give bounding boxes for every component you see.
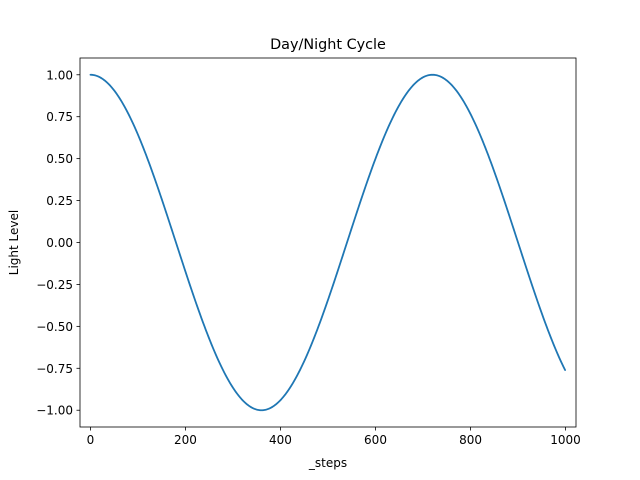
- y-tick-label: 0.75: [46, 110, 73, 124]
- y-axis: −1.00 −0.75 −0.50 −0.25 0.00 0.25 0.50 0.75 1.00: [36, 68, 80, 418]
- series-layer: [89, 73, 566, 412]
- x-tick-label: 1000: [550, 433, 581, 447]
- x-tick-label: 0: [87, 433, 95, 447]
- plot-area: [80, 58, 576, 427]
- chart-title: Day/Night Cycle: [270, 37, 386, 53]
- series-line: [89, 73, 566, 412]
- y-tick-label: 0.50: [46, 152, 73, 166]
- y-tick-label: −1.00: [36, 404, 73, 418]
- y-tick-label: 0.00: [46, 236, 73, 250]
- y-axis-label: Light Level: [7, 210, 21, 275]
- y-tick-label: 0.25: [46, 194, 73, 208]
- x-tick-label: 400: [269, 433, 292, 447]
- x-tick-label: 800: [459, 433, 482, 447]
- y-tick-label: −0.25: [36, 278, 73, 292]
- x-axis: 0 200 400 600 800 1000: [87, 427, 581, 447]
- x-tick-label: 600: [364, 433, 387, 447]
- x-axis-label: _steps: [308, 456, 347, 470]
- y-tick-label: −0.75: [36, 362, 73, 376]
- y-tick-label: 1.00: [46, 68, 73, 82]
- y-tick-label: −0.50: [36, 320, 73, 334]
- x-tick-label: 200: [174, 433, 197, 447]
